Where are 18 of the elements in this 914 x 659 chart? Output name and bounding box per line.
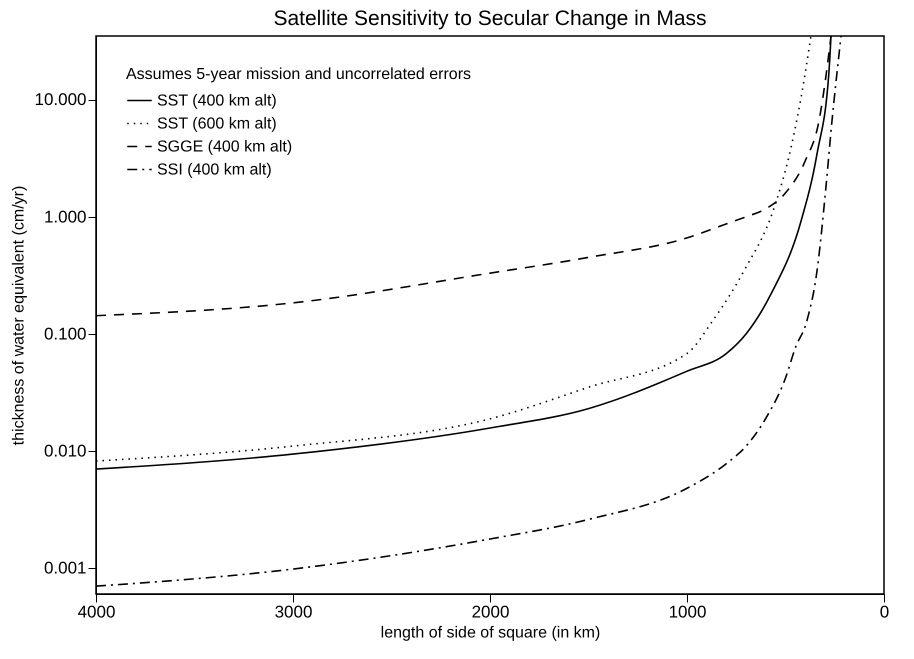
legend-label: SGGE (400 km alt)	[157, 138, 292, 156]
x-tick-label: 2000	[472, 602, 510, 622]
x-axis-title: length of side of square (in km)	[380, 624, 600, 642]
chart-title: Satellite Sensitivity to Secular Change in Mass	[273, 7, 707, 30]
legend-label: SSI (400 km alt)	[157, 162, 272, 178]
y-tick-label: 0.010	[44, 441, 86, 460]
y-tick-label: 0.100	[44, 324, 86, 344]
y-tick-label: 10.000	[34, 90, 86, 110]
legend-title: Assumes 5-year mission and uncorrelated errors	[126, 66, 472, 83]
x-tick-label: 1000	[668, 602, 706, 622]
legend-label: SST (400 km alt)	[157, 92, 277, 110]
x-tick-label: 0	[880, 602, 890, 622]
y-tick-label: 1.000	[44, 207, 86, 226]
legend-label: SST (600 km alt)	[157, 116, 277, 132]
x-tick-label: 3000	[274, 602, 312, 622]
y-axis-title: thickness of water equivalent (cm/yr)	[10, 186, 28, 446]
y-tick-label: 0.001	[44, 558, 86, 578]
x-tick-label: 4000	[78, 602, 116, 622]
